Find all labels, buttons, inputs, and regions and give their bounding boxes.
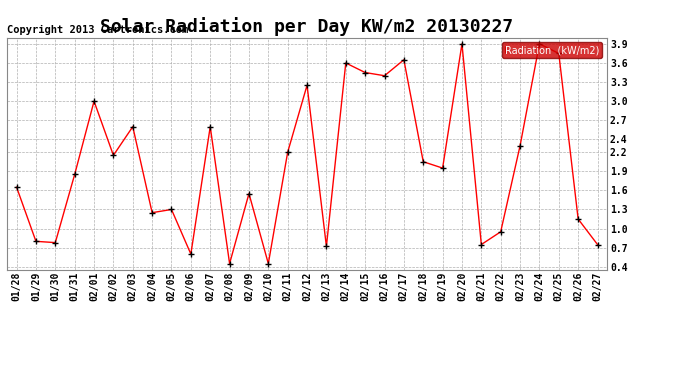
Legend: Radiation  (kW/m2): Radiation (kW/m2) <box>502 42 602 58</box>
Title: Solar Radiation per Day KW/m2 20130227: Solar Radiation per Day KW/m2 20130227 <box>101 17 513 36</box>
Text: Copyright 2013 Cartronics.com: Copyright 2013 Cartronics.com <box>7 25 188 35</box>
